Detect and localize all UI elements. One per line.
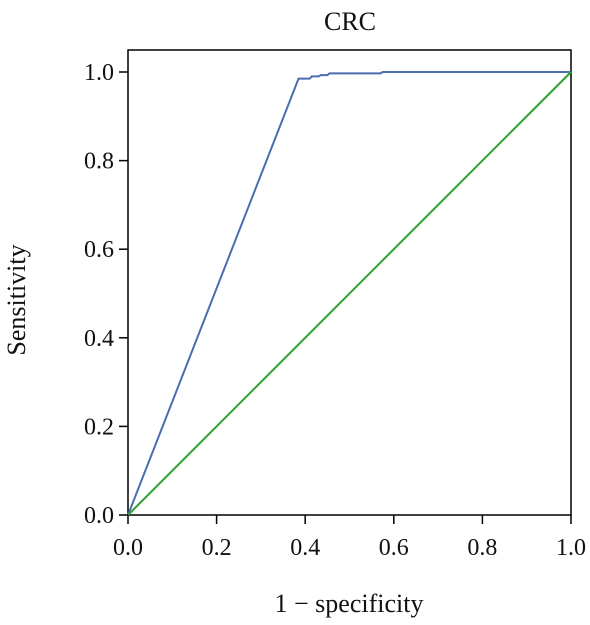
y-tick-label: 0.4 bbox=[84, 326, 114, 352]
x-tick-label: 0.8 bbox=[467, 535, 497, 561]
x-tick-label: 1.0 bbox=[556, 535, 586, 561]
y-tick-label: 1.0 bbox=[84, 60, 114, 86]
y-tick-label: 0.6 bbox=[84, 237, 114, 263]
y-tick-label: 0.2 bbox=[84, 414, 114, 440]
y-axis-ticks: 0.0 0.2 0.4 0.6 0.8 1.0 bbox=[84, 60, 128, 529]
series-line-1 bbox=[127, 71, 571, 516]
x-tick-label: 0.0 bbox=[113, 535, 143, 561]
series-layer bbox=[127, 71, 572, 516]
y-tick-label: 0.8 bbox=[84, 149, 114, 175]
x-tick-label: 0.4 bbox=[290, 535, 320, 561]
x-axis-ticks: 0.0 0.2 0.4 0.6 0.8 1.0 bbox=[113, 515, 586, 561]
x-tick-label: 0.2 bbox=[202, 535, 232, 561]
series-line-2 bbox=[127, 71, 572, 516]
x-axis-title: 1 − specificity bbox=[275, 589, 424, 618]
y-axis-title: Sensitivity bbox=[2, 244, 31, 355]
x-tick-label: 0.6 bbox=[379, 535, 409, 561]
chart-title: CRC bbox=[324, 7, 376, 36]
y-tick-label: 0.0 bbox=[84, 503, 114, 529]
plot-frame bbox=[127, 49, 572, 516]
